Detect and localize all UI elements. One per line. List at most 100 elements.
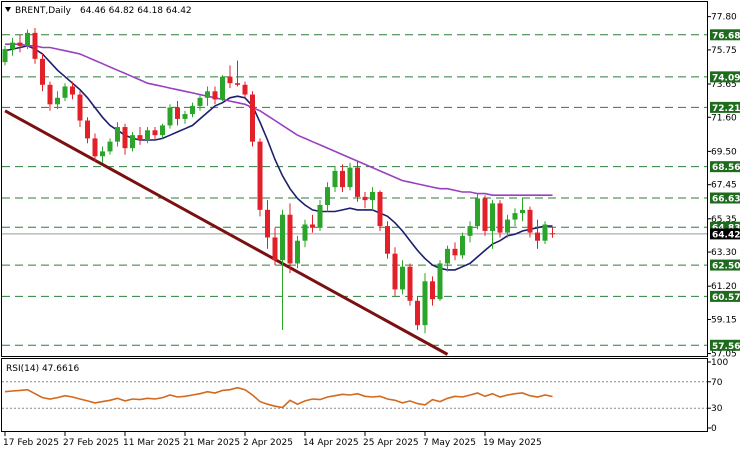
candle[interactable]: [182, 110, 188, 124]
candle[interactable]: [100, 146, 105, 163]
candle[interactable]: [497, 200, 503, 238]
candle[interactable]: [2, 45, 8, 66]
candle[interactable]: [77, 91, 83, 128]
candle[interactable]: [17, 34, 23, 53]
candle[interactable]: [10, 37, 15, 56]
sma-fast-line: [4, 44, 553, 271]
rsi-label: RSI(14) 47.6616: [6, 364, 79, 374]
candle[interactable]: [542, 221, 548, 244]
candle[interactable]: [302, 219, 308, 248]
candle-body: [497, 203, 503, 233]
price-pane-frame: [1, 1, 708, 357]
candle[interactable]: [265, 200, 270, 249]
candle[interactable]: [272, 227, 278, 266]
candle[interactable]: [107, 138, 113, 155]
candle[interactable]: [355, 161, 360, 202]
candle[interactable]: [340, 164, 345, 192]
candle[interactable]: [205, 86, 210, 106]
candle[interactable]: [482, 195, 488, 236]
candle[interactable]: [550, 227, 555, 238]
candle[interactable]: [325, 182, 330, 212]
candle[interactable]: [317, 200, 323, 231]
candle[interactable]: [242, 81, 248, 98]
candle[interactable]: [167, 104, 173, 129]
candle-body: [512, 213, 518, 220]
candle[interactable]: [257, 138, 263, 217]
candle-body: [272, 237, 278, 261]
candle[interactable]: [422, 273, 428, 334]
candle[interactable]: [227, 65, 233, 89]
candle[interactable]: [385, 221, 390, 259]
candle[interactable]: [362, 191, 368, 209]
candle[interactable]: [212, 86, 218, 105]
candle[interactable]: [55, 91, 60, 110]
candle[interactable]: [347, 162, 353, 191]
candle[interactable]: [400, 260, 405, 295]
rsi-pane-frame: [1, 358, 708, 432]
candle[interactable]: [137, 127, 143, 145]
candle[interactable]: [512, 208, 518, 227]
candle-body: [310, 224, 315, 228]
candle[interactable]: [47, 81, 53, 111]
candle[interactable]: [475, 193, 480, 230]
candle[interactable]: [505, 214, 510, 238]
candle[interactable]: [520, 198, 525, 222]
candle[interactable]: [310, 214, 315, 233]
candle[interactable]: [280, 209, 285, 331]
candle[interactable]: [535, 219, 540, 249]
candle[interactable]: [160, 123, 165, 139]
candle[interactable]: [190, 102, 195, 118]
candle[interactable]: [295, 235, 300, 269]
candle[interactable]: [40, 53, 45, 92]
candle[interactable]: [287, 203, 293, 274]
candle[interactable]: [175, 101, 180, 126]
level-badge-bg: [710, 221, 740, 233]
candle[interactable]: [415, 295, 420, 331]
level-badge: 62.50: [710, 259, 740, 272]
candle[interactable]: [32, 27, 38, 64]
candle[interactable]: [437, 260, 443, 301]
candle[interactable]: [460, 232, 465, 259]
candle[interactable]: [152, 127, 158, 141]
candle[interactable]: [25, 29, 30, 50]
candle[interactable]: [392, 247, 398, 296]
price-tick-label: 67.45: [711, 181, 737, 191]
candle-body: [355, 167, 360, 197]
candle[interactable]: [115, 122, 120, 147]
price-tick-label: 65.35: [711, 215, 737, 225]
candle-body: [505, 219, 510, 233]
candle[interactable]: [430, 276, 435, 306]
candle[interactable]: [70, 81, 75, 100]
candle[interactable]: [235, 60, 240, 87]
symbol-label: BRENT,Daily: [15, 6, 72, 16]
candle[interactable]: [130, 131, 135, 152]
candle-body: [190, 105, 195, 115]
candle[interactable]: [452, 242, 458, 261]
date-tick-label: 2 Apr 2025: [243, 438, 293, 448]
trendline[interactable]: [4, 109, 449, 356]
candle[interactable]: [122, 123, 128, 155]
candle[interactable]: [250, 91, 255, 147]
candle[interactable]: [445, 245, 450, 272]
candle[interactable]: [467, 221, 473, 243]
candle[interactable]: [407, 263, 413, 306]
candle[interactable]: [490, 200, 495, 249]
level-badge-bg: [710, 259, 740, 271]
candle[interactable]: [62, 83, 68, 102]
candle[interactable]: [92, 133, 98, 162]
triangle-down-icon[interactable]: [5, 7, 11, 12]
date-tick-label: 21 Mar 2025: [183, 438, 240, 448]
candle[interactable]: [332, 166, 338, 192]
candle[interactable]: [370, 187, 375, 210]
candle[interactable]: [377, 190, 383, 231]
candle[interactable]: [527, 206, 533, 238]
candle-body: [415, 300, 420, 326]
candle[interactable]: [220, 75, 225, 102]
candle[interactable]: [85, 117, 90, 144]
candle-body: [265, 209, 270, 238]
price-area: [2, 27, 555, 356]
candle[interactable]: [145, 127, 150, 144]
candle[interactable]: [197, 94, 203, 111]
level-badge-bg: [710, 192, 740, 204]
